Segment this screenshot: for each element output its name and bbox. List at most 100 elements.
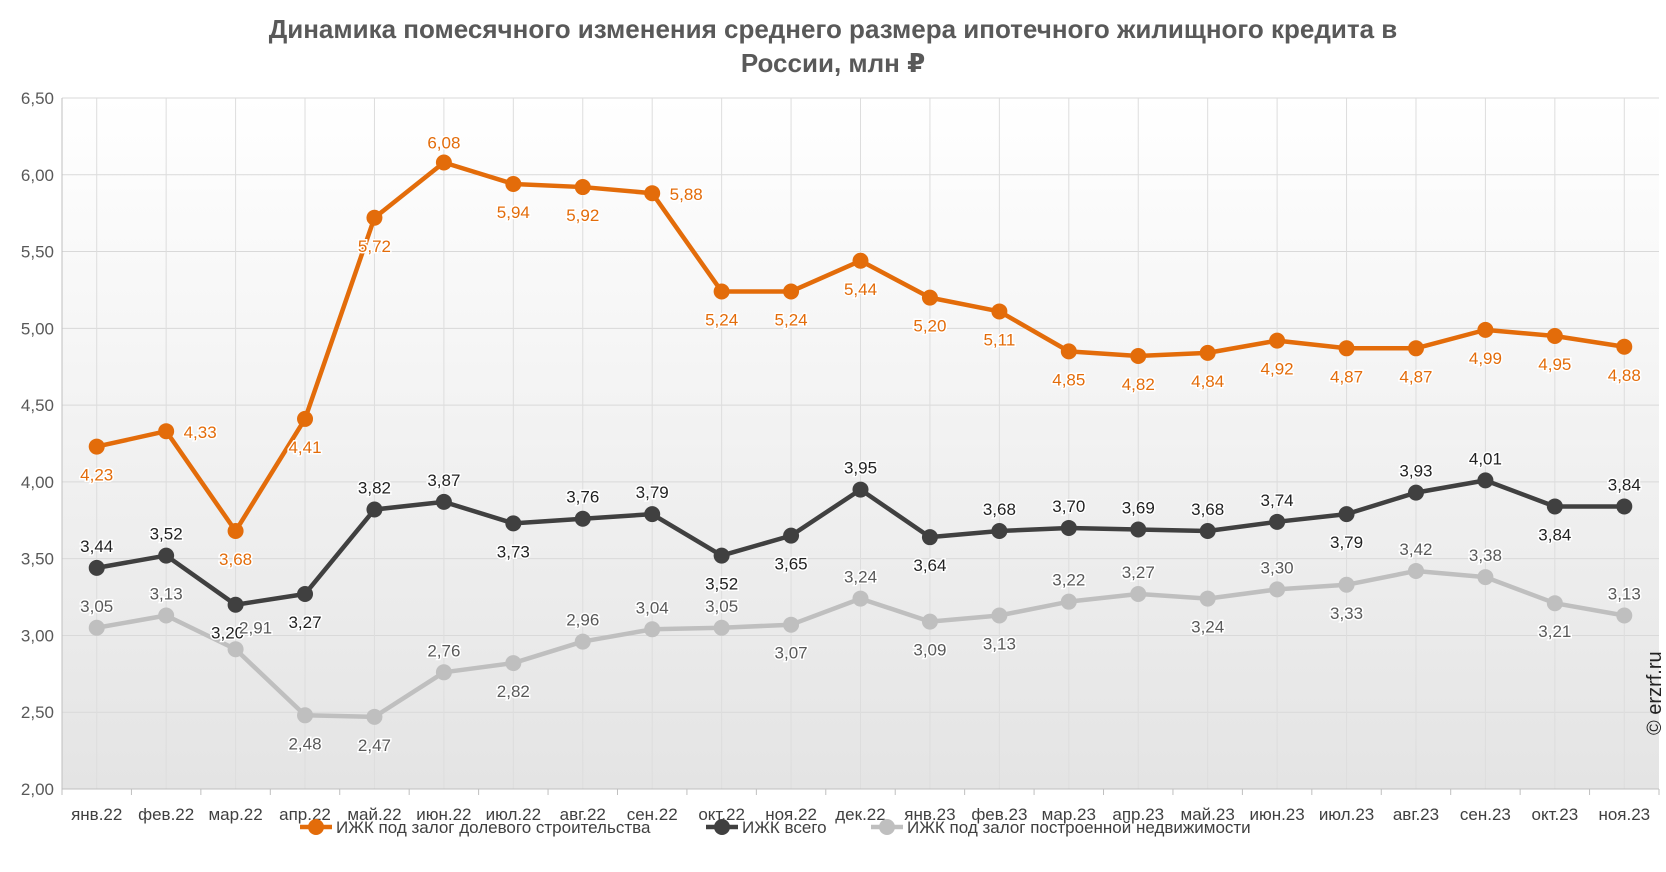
data-point xyxy=(1338,340,1355,357)
x-tick-label: май.22 xyxy=(347,805,401,824)
y-tick-label: 5,00 xyxy=(21,319,54,338)
y-tick-label: 6,00 xyxy=(21,166,54,185)
x-tick-label: авг.22 xyxy=(560,805,606,824)
data-label: 4,92 xyxy=(1261,360,1294,379)
data-point xyxy=(574,179,591,196)
x-tick-label: янв.23 xyxy=(904,805,955,824)
data-point xyxy=(1060,343,1077,360)
data-point xyxy=(713,619,730,636)
data-point xyxy=(1616,338,1633,355)
y-tick-label: 6,50 xyxy=(21,89,54,108)
data-point xyxy=(158,607,175,624)
x-tick-label: мар.22 xyxy=(208,805,262,824)
data-label: 5,11 xyxy=(983,330,1015,349)
data-point xyxy=(852,481,869,498)
data-label: 3,30 xyxy=(1261,558,1294,577)
x-tick-label: мар.23 xyxy=(1042,805,1096,824)
data-label: 3,27 xyxy=(1122,563,1155,582)
series-layer xyxy=(88,154,1633,725)
data-label: 3,68 xyxy=(219,550,252,569)
data-point xyxy=(1199,344,1216,361)
data-point xyxy=(227,596,244,613)
data-label: 6,08 xyxy=(427,133,460,152)
data-point xyxy=(1269,513,1286,530)
data-label: 3,13 xyxy=(983,634,1016,653)
data-point xyxy=(297,585,314,602)
data-label: 2,96 xyxy=(566,611,599,630)
data-label: 3,79 xyxy=(1330,533,1363,552)
data-point xyxy=(88,559,105,576)
data-point xyxy=(1546,498,1563,515)
data-label: 2,91 xyxy=(239,618,272,637)
data-label: 5,94 xyxy=(497,203,530,222)
data-label: 3,04 xyxy=(636,598,669,617)
data-point xyxy=(1130,585,1147,602)
data-point xyxy=(1130,521,1147,538)
data-label: 3,52 xyxy=(150,525,183,544)
x-tick-label: июл.23 xyxy=(1319,805,1374,824)
data-point xyxy=(1616,498,1633,515)
data-label: 4,87 xyxy=(1330,367,1363,386)
x-tick-label: ноя.22 xyxy=(765,805,817,824)
data-point xyxy=(644,506,661,523)
data-point xyxy=(366,501,383,518)
data-point xyxy=(505,655,522,672)
x-tick-label: фев.22 xyxy=(138,805,194,824)
data-label: 3,64 xyxy=(913,556,946,575)
x-tick-label: сен.22 xyxy=(627,805,678,824)
data-label: 3,05 xyxy=(705,597,738,616)
data-label: 3,44 xyxy=(80,537,113,556)
data-labels: 4,23 4,33 3,68 4,41 5,72 6,08 5,94 5,92 5,88 5,24… xyxy=(79,132,1643,756)
data-label: 5,20 xyxy=(913,317,946,336)
data-label: 5,92 xyxy=(566,206,599,225)
data-label: 5,24 xyxy=(705,310,738,329)
x-tick-label: сен.23 xyxy=(1460,805,1511,824)
data-label: 3,68 xyxy=(1191,500,1224,519)
data-point xyxy=(435,154,452,171)
data-point xyxy=(644,621,661,638)
data-label: 3,82 xyxy=(358,479,391,498)
data-point xyxy=(1269,581,1286,598)
data-label: 3,76 xyxy=(566,488,599,507)
x-tick-label: июн.22 xyxy=(416,805,471,824)
x-tick-label: май.23 xyxy=(1181,805,1235,824)
x-tick-label: июн.23 xyxy=(1249,805,1304,824)
y-tick-label: 2,00 xyxy=(21,780,54,799)
data-point xyxy=(1407,484,1424,501)
data-label: 3,21 xyxy=(1538,622,1571,641)
data-point xyxy=(713,283,730,300)
series-group xyxy=(88,472,1633,613)
data-point xyxy=(505,175,522,192)
data-label: 3,74 xyxy=(1261,491,1294,510)
x-tick-label: июл.22 xyxy=(486,805,541,824)
x-tick-label: окт.22 xyxy=(698,805,745,824)
data-label: 3,52 xyxy=(705,575,738,594)
data-point xyxy=(783,527,800,544)
data-point xyxy=(366,708,383,725)
data-label: 3,68 xyxy=(983,500,1016,519)
data-point xyxy=(783,283,800,300)
y-tick-label: 3,00 xyxy=(21,626,54,645)
chart-title: Динамика помесячного изменения среднего … xyxy=(0,12,1666,80)
data-point xyxy=(435,664,452,681)
legend-entry: ИЖК под залог долевого строительства xyxy=(300,818,651,837)
data-point xyxy=(574,510,591,527)
data-label: 3,84 xyxy=(1538,525,1571,544)
data-label: 3,13 xyxy=(1608,584,1641,603)
legend-marker xyxy=(308,819,324,835)
data-label: 5,88 xyxy=(670,185,703,204)
data-point xyxy=(921,529,938,546)
data-label: 5,72 xyxy=(358,237,391,256)
data-point xyxy=(366,209,383,226)
data-point xyxy=(1546,328,1563,345)
x-tick-label: авг.23 xyxy=(1393,805,1439,824)
data-label: 3,20 xyxy=(211,624,244,643)
legend-entry: ИЖК всего xyxy=(706,818,827,837)
data-point xyxy=(1060,519,1077,536)
data-label: 4,82 xyxy=(1122,375,1155,394)
data-point xyxy=(1546,595,1563,612)
x-tick-label: апр.23 xyxy=(1112,805,1164,824)
legend-entry: ИЖК под залог построенной недвижимости xyxy=(871,818,1251,837)
data-label: 3,73 xyxy=(497,542,530,561)
